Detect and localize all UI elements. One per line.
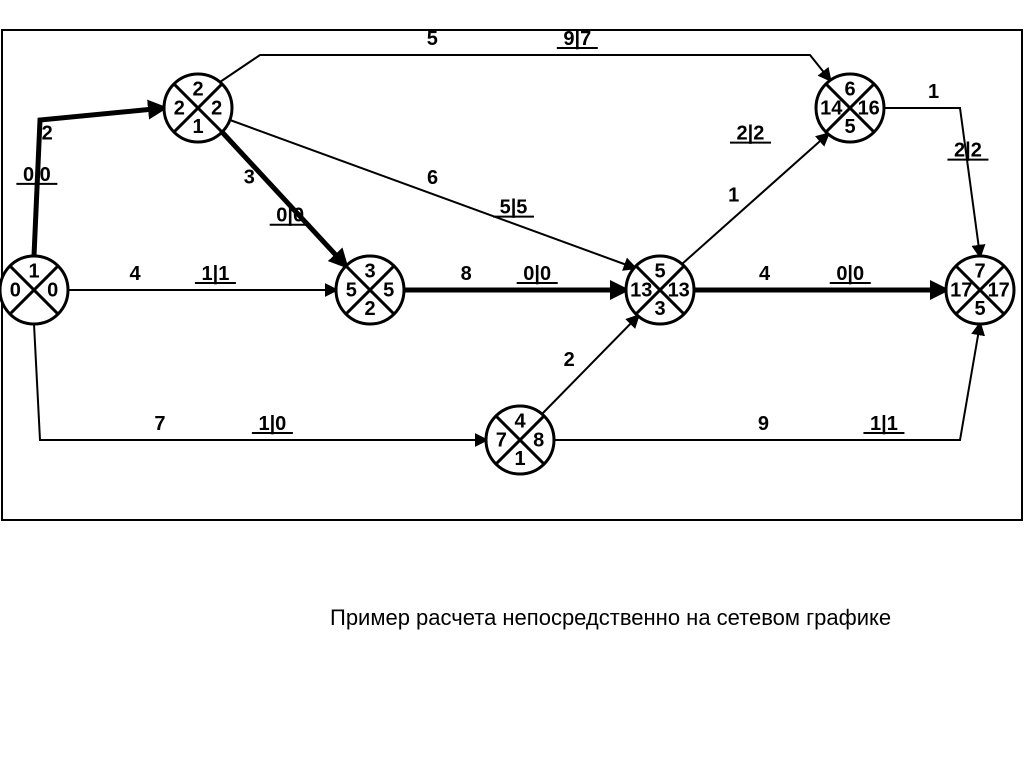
node-right: 2 xyxy=(211,97,222,119)
node-left: 7 xyxy=(496,429,507,451)
edge-duration: 2 xyxy=(564,349,575,371)
edge-fraction: 0|0 xyxy=(23,164,51,186)
edge-fraction: 5|5 xyxy=(500,197,528,219)
node-right: 13 xyxy=(668,279,690,301)
node-right: 0 xyxy=(47,279,58,301)
edge-1-2 xyxy=(34,108,164,256)
edge-duration: 5 xyxy=(427,28,438,50)
edge-duration: 4 xyxy=(759,263,771,285)
edge-duration: 7 xyxy=(154,413,165,435)
node-right: 5 xyxy=(383,279,394,301)
node-bottom: 1 xyxy=(192,116,203,138)
node-right: 16 xyxy=(858,97,880,119)
edge-duration: 1 xyxy=(928,81,939,103)
edge-fraction: 2|2 xyxy=(954,140,982,162)
edge-2-6 xyxy=(220,55,830,82)
edge-fraction: 1|1 xyxy=(870,413,898,435)
node-left: 17 xyxy=(950,279,972,301)
edge-duration: 8 xyxy=(461,263,472,285)
node-top: 2 xyxy=(192,79,203,101)
edge-duration: 3 xyxy=(244,166,255,188)
edge-2-3 xyxy=(222,132,346,266)
node-top: 4 xyxy=(514,411,526,433)
edge-duration: 1 xyxy=(728,185,739,207)
node-bottom: 5 xyxy=(844,116,855,138)
edge-5-6 xyxy=(682,134,828,264)
node-top: 6 xyxy=(844,79,855,101)
edge-fraction: 2|2 xyxy=(737,123,765,145)
node-3: 35 52 xyxy=(336,256,404,324)
node-5: 513 133 xyxy=(626,256,694,324)
edge-6-7 xyxy=(884,108,980,256)
node-left: 0 xyxy=(10,279,21,301)
node-left: 14 xyxy=(820,97,843,119)
node-top: 7 xyxy=(974,261,985,283)
node-top: 1 xyxy=(28,261,39,283)
edge-fraction: 0|0 xyxy=(276,205,304,227)
caption: Пример расчета непосредственно на сетево… xyxy=(330,605,891,630)
node-bottom: 2 xyxy=(364,298,375,320)
node-left: 2 xyxy=(174,97,185,119)
edge-fraction: 9|7 xyxy=(563,28,591,50)
edge-duration: 4 xyxy=(129,263,141,285)
node-right: 8 xyxy=(533,429,544,451)
edge-duration: 9 xyxy=(758,413,769,435)
edge-fraction: 0|0 xyxy=(836,263,864,285)
node-left: 13 xyxy=(630,279,652,301)
node-4: 47 81 xyxy=(486,406,554,474)
node-top: 3 xyxy=(364,261,375,283)
node-bottom: 1 xyxy=(514,448,525,470)
edge-fraction: 0|0 xyxy=(523,263,551,285)
node-2: 2221 xyxy=(164,74,232,142)
node-7: 717 175 xyxy=(946,256,1014,324)
node-left: 5 xyxy=(346,279,357,301)
node-top: 5 xyxy=(654,261,665,283)
edge-duration: 2 xyxy=(42,122,53,144)
node-1: 10 0 xyxy=(0,256,68,324)
edge-2-5 xyxy=(230,120,635,268)
node-right: 17 xyxy=(988,279,1010,301)
edge-fraction: 1|0 xyxy=(258,413,286,435)
edge-fraction: 1|1 xyxy=(201,263,229,285)
network-diagram: 2 0|0 4 1|1 7 1|0 3 0|0 6 5|5 5 9|7 8 0|0 2 9 1|1 1 2|2 4 0|… xyxy=(0,0,1024,768)
edge-4-5 xyxy=(542,316,638,414)
node-bottom: 5 xyxy=(974,298,985,320)
node-bottom: 3 xyxy=(654,298,665,320)
edge-duration: 6 xyxy=(427,167,438,189)
node-6: 614 165 xyxy=(816,74,884,142)
